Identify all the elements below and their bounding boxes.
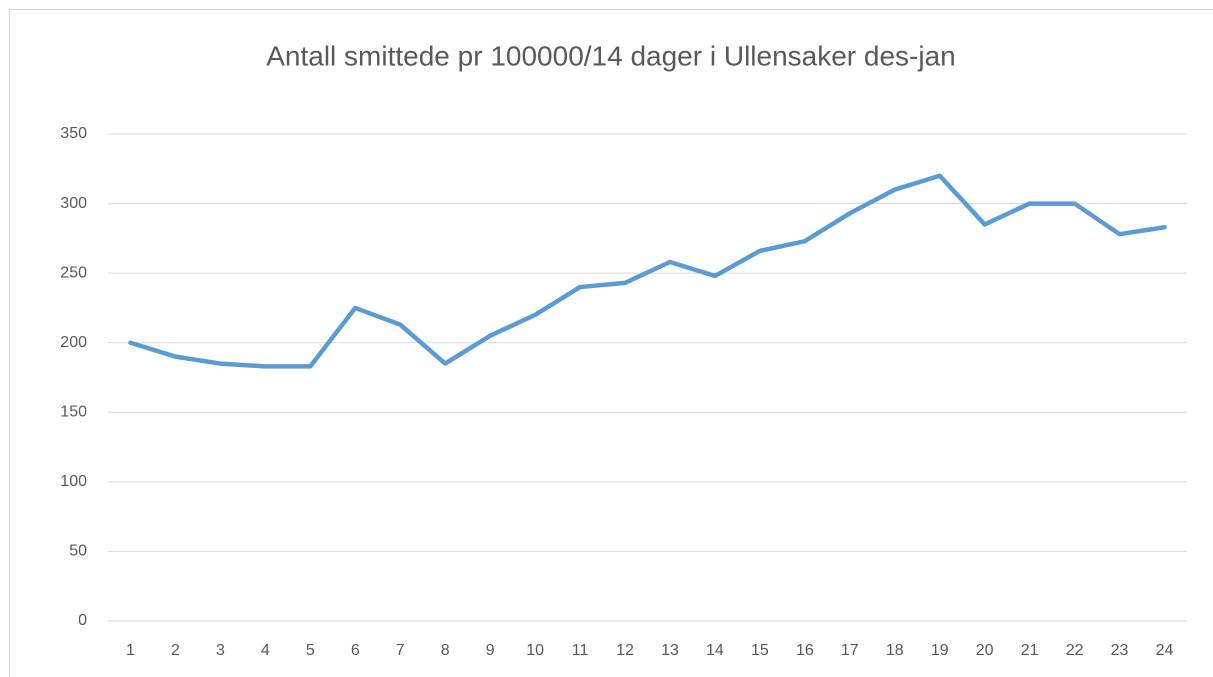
x-tick-label: 13 [661, 642, 679, 659]
x-tick-label: 5 [306, 642, 315, 659]
y-tick-label: 150 [60, 404, 87, 421]
x-tick-label: 14 [706, 642, 724, 659]
x-tick-label: 15 [751, 642, 769, 659]
x-tick-label: 17 [841, 642, 859, 659]
x-tick-label: 22 [1066, 642, 1084, 659]
y-tick-label: 350 [60, 125, 87, 142]
x-tick-label: 16 [796, 642, 814, 659]
x-tick-label: 23 [1111, 642, 1129, 659]
chart-title: Antall smittede pr 100000/14 dager i Ull… [266, 40, 956, 71]
x-tick-label: 3 [216, 642, 225, 659]
x-tick-label: 6 [351, 642, 360, 659]
x-tick-label: 12 [616, 642, 634, 659]
x-tick-label: 8 [441, 642, 450, 659]
x-tick-label: 7 [396, 642, 405, 659]
x-tick-label: 10 [526, 642, 544, 659]
x-tick-label: 9 [486, 642, 495, 659]
chart-border [9, 9, 1213, 677]
y-tick-label: 100 [60, 473, 87, 490]
x-tick-label: 19 [931, 642, 949, 659]
x-tick-label: 1 [126, 642, 135, 659]
x-tick-label: 20 [976, 642, 994, 659]
x-tick-label: 4 [261, 642, 270, 659]
x-tick-label: 2 [171, 642, 180, 659]
x-tick-label: 24 [1156, 642, 1174, 659]
y-tick-label: 0 [78, 612, 87, 629]
x-tick-label: 21 [1021, 642, 1039, 659]
y-tick-label: 200 [60, 334, 87, 351]
y-tick-label: 50 [69, 543, 87, 560]
data-line [128, 173, 1167, 369]
x-tick-label: 18 [886, 642, 904, 659]
x-tick-label: 11 [572, 642, 589, 659]
y-tick-label: 300 [60, 195, 87, 212]
y-tick-label: 250 [60, 264, 87, 281]
